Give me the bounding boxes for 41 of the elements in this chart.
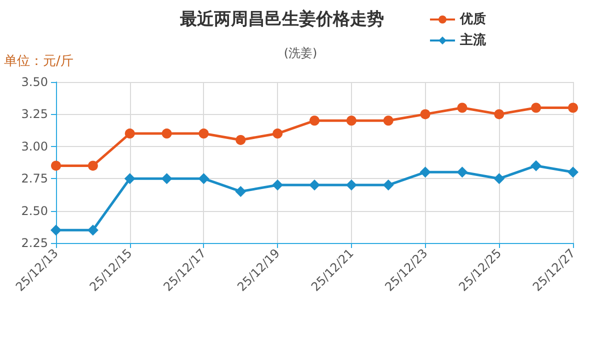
legend-label: 主流 [459, 32, 487, 48]
point [51, 160, 61, 171]
point [162, 128, 172, 139]
point [382, 180, 394, 191]
y-tick-label: 2.50 [21, 204, 48, 218]
point [198, 173, 210, 184]
point [568, 102, 578, 113]
point [87, 224, 98, 236]
y-tick-label: 2.25 [21, 236, 48, 250]
point [530, 160, 542, 172]
point [50, 224, 62, 236]
y-tick-label: 3.25 [21, 107, 48, 122]
point [420, 109, 430, 120]
point [236, 134, 246, 145]
point [88, 160, 98, 171]
point [161, 173, 172, 184]
point [494, 109, 504, 120]
y-tick-label: 3.50 [21, 75, 48, 89]
y-tick-label: 3.00 [21, 139, 48, 154]
point [309, 180, 320, 191]
point [383, 116, 394, 126]
point [420, 166, 431, 178]
point [272, 180, 284, 191]
point [568, 166, 578, 178]
chart-title: 最近两周昌邑生姜价格走势 [179, 8, 384, 30]
point [531, 102, 542, 113]
point [457, 102, 468, 113]
y-tick-label: 2.75 [21, 172, 48, 186]
y-axis-title: 单位：元/斤 [4, 54, 74, 69]
point [272, 128, 283, 139]
point [124, 173, 136, 184]
point [235, 186, 246, 197]
point [346, 180, 357, 191]
point [124, 128, 135, 139]
point [456, 166, 468, 178]
point [310, 116, 320, 126]
point [494, 173, 505, 184]
point [346, 116, 356, 126]
point [198, 128, 209, 139]
legend-label: 优质 [459, 11, 486, 27]
chart-subtitle: (洗姜) [284, 46, 318, 60]
